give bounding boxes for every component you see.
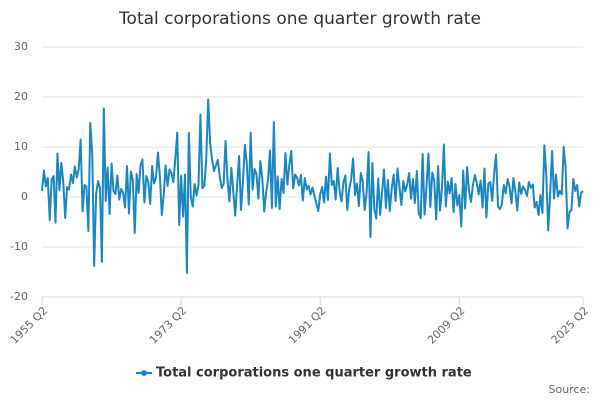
x-tick-label: 2025 Q2 — [549, 304, 592, 347]
y-tick-label: 10 — [14, 140, 28, 153]
y-tick-label: 0 — [21, 190, 28, 203]
y-tick-label: 30 — [14, 40, 28, 53]
source: Source: — [549, 383, 591, 396]
y-tick-label: 20 — [14, 90, 28, 103]
series-line — [41, 98, 584, 274]
y-tick-label: -10 — [10, 240, 28, 253]
x-tick-label: 2009 Q2 — [425, 304, 468, 347]
legend-label: Total corporations one quarter growth ra… — [156, 366, 472, 381]
chart-title: Total corporations one quarter growth ra… — [118, 9, 481, 29]
x-tick-label: 1973 Q2 — [147, 304, 190, 347]
x-tick-label: 1991 Q2 — [286, 304, 329, 347]
x-tick-label: 1955 Q2 — [8, 304, 51, 347]
legend-marker — [141, 370, 147, 376]
y-tick-label: -20 — [10, 290, 28, 303]
